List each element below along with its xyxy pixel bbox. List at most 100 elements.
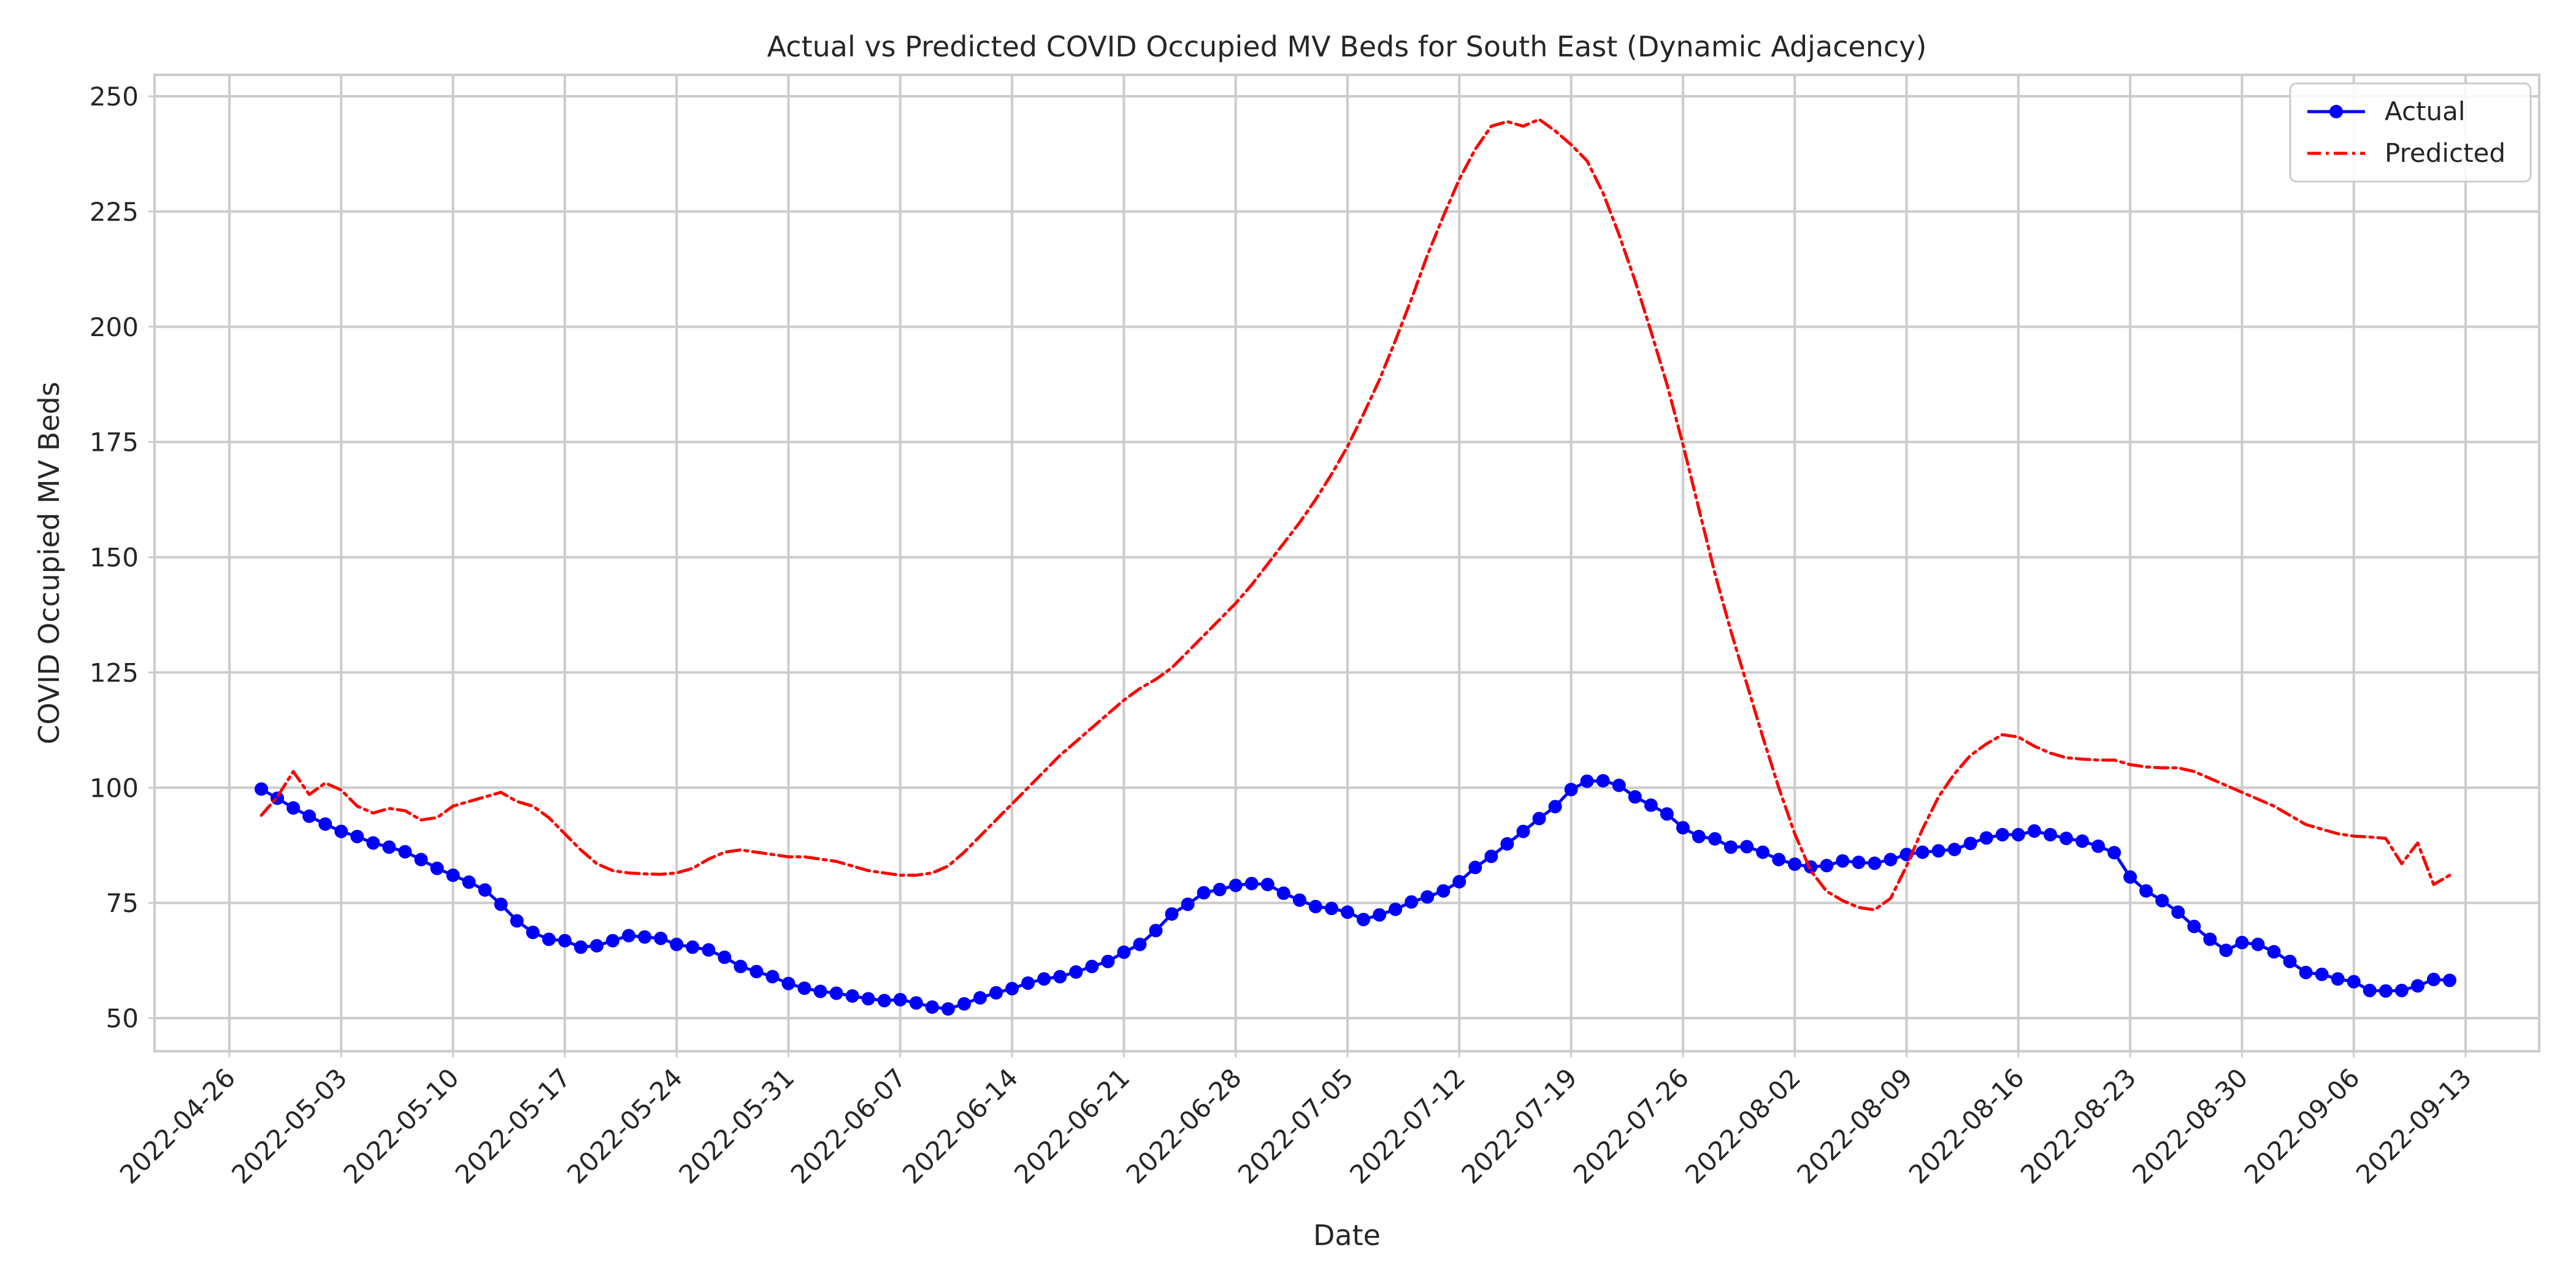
data-point-actual: [2027, 824, 2041, 838]
data-point-actual: [446, 868, 460, 882]
data-point-actual: [702, 943, 716, 957]
data-point-actual: [2299, 965, 2313, 979]
data-point-actual: [2076, 834, 2089, 848]
data-point-actual: [1260, 878, 1275, 892]
data-point-actual: [430, 861, 444, 875]
data-point-actual: [478, 883, 492, 897]
data-point-actual: [638, 930, 652, 944]
data-point-actual: [1931, 844, 1945, 858]
data-point-actual: [1229, 878, 1243, 892]
series-layer: [255, 118, 2456, 1016]
data-point-actual: [1724, 840, 1738, 854]
data-point-actual: [1820, 859, 1834, 873]
data-point-actual: [2139, 884, 2153, 898]
legend: Actual Predicted: [2289, 82, 2532, 183]
series-line-predicted: [259, 118, 2451, 911]
data-point-actual: [1516, 824, 1530, 838]
data-point-actual: [1117, 945, 1131, 959]
data-point-actual: [510, 914, 524, 928]
data-point-actual: [893, 992, 907, 1006]
data-point-actual: [1628, 790, 1642, 804]
data-point-actual: [781, 976, 795, 991]
data-point-actual: [526, 926, 540, 940]
data-point-actual: [366, 836, 380, 850]
data-point-actual: [302, 809, 316, 823]
data-point-actual: [1101, 954, 1115, 968]
data-point-actual: [2410, 979, 2425, 993]
data-point-actual: [1373, 908, 1387, 922]
y-tick-label: 150: [90, 543, 139, 573]
data-point-actual: [1644, 798, 1658, 812]
data-point-actual: [2091, 839, 2105, 853]
data-point-actual: [334, 824, 348, 838]
y-tick-label: 175: [90, 427, 139, 458]
data-point-actual: [2043, 827, 2057, 841]
data-point-actual: [1979, 831, 1993, 845]
data-point-actual: [2171, 905, 2185, 919]
data-point-actual: [1963, 837, 1977, 851]
data-point-actual: [1357, 913, 1370, 927]
y-tick-label: 50: [106, 1003, 139, 1033]
data-point-actual: [382, 840, 396, 854]
data-point-actual: [1484, 849, 1498, 864]
data-point-actual: [1436, 884, 1451, 898]
data-point-actual: [542, 932, 556, 946]
data-point-actual: [318, 817, 332, 831]
data-point-actual: [1325, 902, 1338, 916]
legend-actual-marker: [2329, 105, 2343, 118]
data-point-actual: [686, 940, 700, 954]
chart-title: Actual vs Predicted COVID Occupied MV Be…: [767, 30, 1927, 63]
data-point-actual: [1181, 897, 1195, 911]
data-point-actual: [1995, 827, 2009, 841]
data-point-actual: [606, 933, 619, 948]
data-point-actual: [2219, 943, 2233, 957]
data-point-actual: [734, 959, 748, 973]
data-point-actual: [2426, 972, 2440, 986]
data-point-actual: [1852, 856, 1866, 869]
data-point-actual: [861, 992, 875, 1006]
data-point-actual: [1037, 972, 1051, 986]
data-point-actual: [749, 965, 764, 979]
data-point-actual: [909, 996, 923, 1010]
data-point-actual: [2123, 870, 2137, 884]
data-point-actual: [414, 853, 428, 867]
data-point-actual: [670, 937, 684, 951]
data-point-actual: [1596, 774, 1610, 788]
legend-predicted-label: Predicted: [2385, 138, 2505, 168]
data-point-actual: [2235, 935, 2249, 949]
data-point-actual: [2347, 975, 2361, 989]
data-point-actual: [1341, 905, 1354, 919]
data-point-actual: [2267, 945, 2281, 959]
data-point-actual: [877, 994, 891, 1008]
y-tick-label: 250: [90, 82, 139, 112]
data-point-actual: [1085, 959, 1099, 973]
data-point-actual: [925, 1000, 939, 1014]
data-point-actual: [845, 989, 859, 1003]
data-point-actual: [1580, 774, 1594, 788]
data-point-actual: [2443, 973, 2456, 987]
data-point-actual: [1308, 900, 1322, 914]
data-point-actual: [1756, 845, 1770, 859]
data-point-actual: [765, 970, 780, 984]
data-point-actual: [558, 933, 572, 948]
data-point-actual: [1452, 875, 1466, 889]
data-point-actual: [1053, 970, 1067, 984]
data-point-actual: [654, 932, 668, 945]
data-point-actual: [797, 981, 811, 995]
data-point-actual: [1149, 924, 1163, 938]
data-point-actual: [1532, 811, 1546, 826]
data-point-actual: [1564, 783, 1578, 797]
data-point-actual: [494, 897, 508, 911]
data-point-actual: [2315, 967, 2329, 981]
x-axis-label: Date: [1313, 1219, 1381, 1252]
data-point-actual: [2107, 846, 2122, 860]
data-point-actual: [1612, 778, 1626, 792]
data-point-actual: [590, 939, 604, 953]
data-point-actual: [1772, 853, 1786, 867]
data-point-actual: [1548, 800, 1562, 814]
data-point-actual: [1389, 902, 1403, 916]
data-point-actual: [1836, 854, 1850, 868]
data-point-actual: [813, 984, 827, 999]
